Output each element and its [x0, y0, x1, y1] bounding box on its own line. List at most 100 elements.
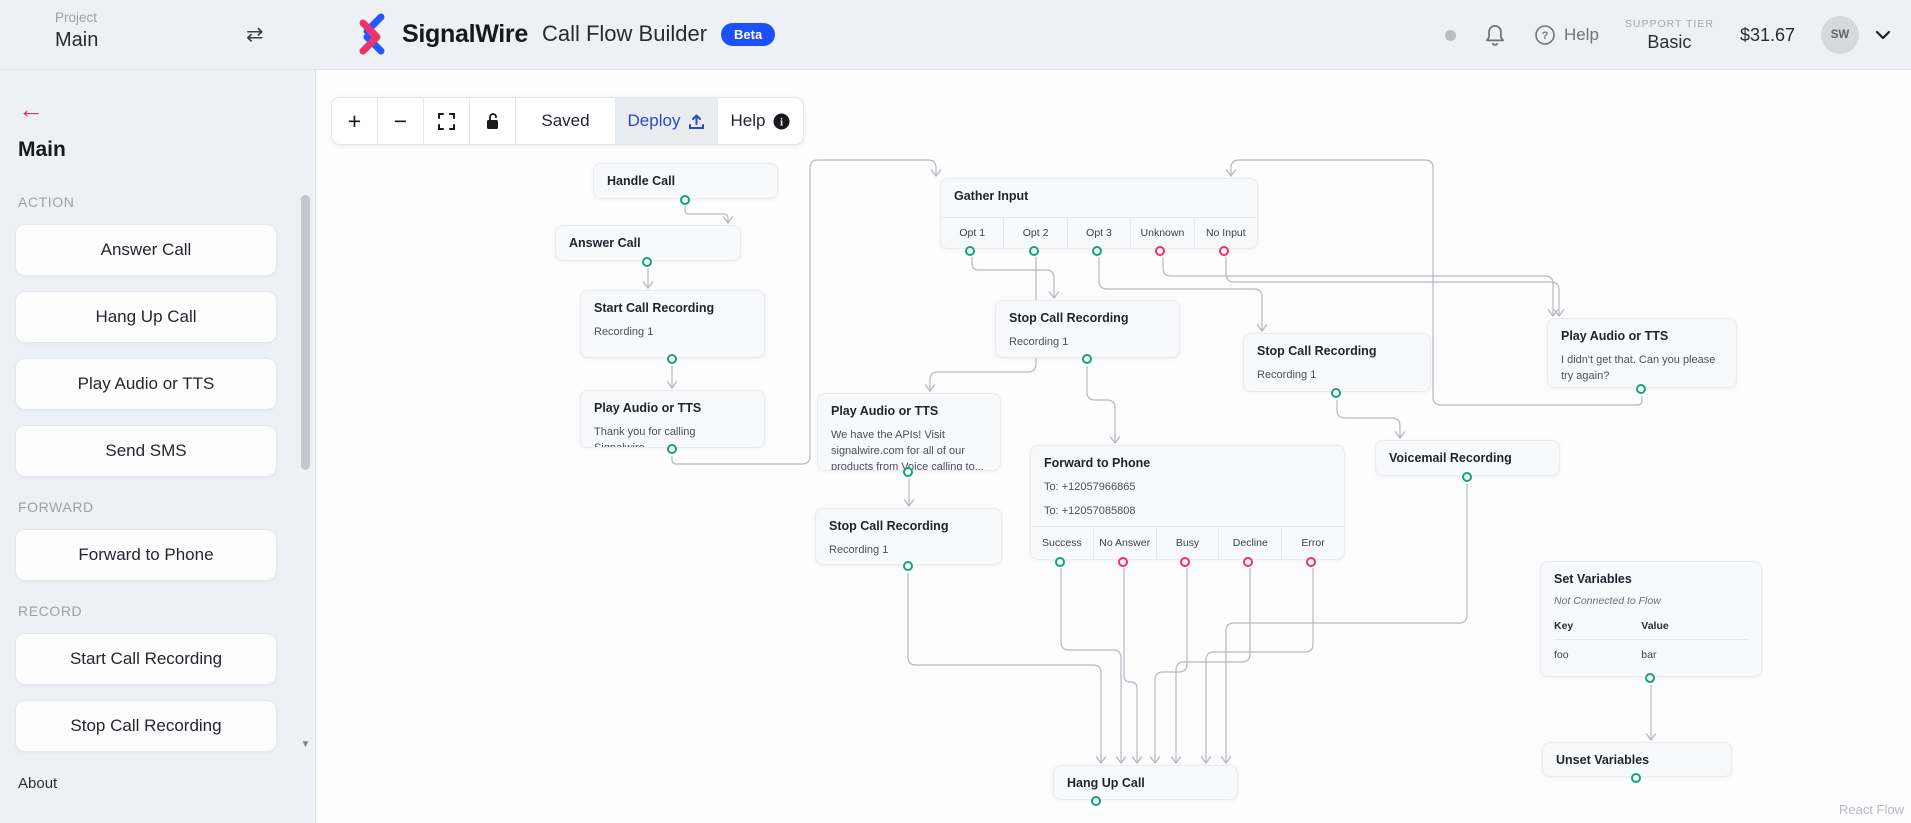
- beta-badge: Beta: [721, 22, 776, 46]
- table-header-key: Key: [1554, 619, 1574, 632]
- signalwire-logo-icon: [352, 12, 390, 56]
- react-flow-attribution[interactable]: React Flow: [1838, 802, 1904, 817]
- node-option-opt-2: Opt 2: [1003, 218, 1066, 256]
- node-text: Recording 1: [829, 543, 889, 556]
- scrollbar-down-arrow-icon[interactable]: ▼: [300, 739, 311, 750]
- project-label: Project: [55, 10, 98, 25]
- sidebar-title: Main: [18, 138, 66, 161]
- app-title: Call Flow Builder: [541, 21, 708, 46]
- node-title: Gather Input: [954, 189, 1029, 203]
- lock-button[interactable]: [470, 98, 516, 144]
- palette-item-stop-call-recording[interactable]: Stop Call Recording: [15, 700, 277, 752]
- unlock-icon: [487, 113, 498, 129]
- account-chevron-down-icon[interactable]: [1875, 30, 1891, 40]
- swap-project-icon[interactable]: ⇄: [246, 23, 264, 46]
- palette-item-hang-up-call[interactable]: Hang Up Call: [15, 291, 277, 343]
- flow-node-tts-thanks[interactable]: Play Audio or TTS Thank you for calling S…: [580, 390, 765, 454]
- upload-icon: [689, 114, 705, 129]
- flow-node-answer-call[interactable]: Answer Call: [555, 225, 741, 267]
- notifications-bell-icon[interactable]: [1482, 21, 1508, 49]
- node-title: Set Variables: [1554, 572, 1632, 586]
- flow-node-unset-vars[interactable]: Unset Variables: [1542, 742, 1732, 783]
- output-handle[interactable]: [1081, 354, 1092, 364]
- deploy-button[interactable]: Deploy: [616, 98, 718, 144]
- flow-node-set-vars[interactable]: Set Variables Not Connected to Flow Key Val…: [1540, 561, 1762, 683]
- option-label: No Input: [1205, 227, 1246, 239]
- palette-item-answer-call[interactable]: Answer Call: [15, 224, 277, 276]
- output-handle[interactable]: [1028, 246, 1039, 256]
- brand-block: SignalWire Call Flow Builder Beta: [352, 12, 776, 56]
- flow-node-tts-retry[interactable]: Play Audio or TTS I didn't get that. Can …: [1547, 318, 1737, 394]
- palette-item-send-sms[interactable]: Send SMS: [15, 425, 277, 477]
- flow-canvas[interactable]: Handle Call Answer Call Start Call Recordi…: [316, 70, 1911, 823]
- output-handle[interactable]: [1636, 384, 1646, 394]
- node-option-busy: Busy: [1155, 527, 1219, 567]
- palette-item-start-call-recording[interactable]: Start Call Recording: [15, 633, 277, 685]
- output-handle[interactable]: [1631, 773, 1641, 783]
- account-balance: $31.67: [1739, 24, 1795, 45]
- help-label: Help: [1563, 25, 1599, 44]
- about-link[interactable]: About: [18, 775, 58, 792]
- output-handle[interactable]: [1331, 388, 1341, 398]
- flow-node-stop-b[interactable]: Stop Call Recording Recording 1: [1243, 333, 1431, 398]
- node-title: Start Call Recording: [594, 301, 715, 315]
- flow-node-gather[interactable]: Gather Input Opt 1 Opt 2 Opt 3 Unknown No Inp…: [940, 178, 1258, 256]
- sidebar-scrollbar-track[interactable]: [301, 188, 310, 758]
- help-menu[interactable]: ? Help: [1534, 24, 1599, 46]
- sidebar-scrollbar-thumb[interactable]: [301, 195, 310, 470]
- node-option-no-input: No Input: [1193, 218, 1257, 256]
- output-handle[interactable]: [1645, 673, 1655, 683]
- palette-item-forward-to-phone[interactable]: Forward to Phone: [15, 529, 277, 581]
- node-title: Stop Call Recording: [1009, 311, 1129, 325]
- flow-node-stop-a[interactable]: Stop Call Recording Recording 1: [995, 300, 1180, 364]
- output-handle[interactable]: [1243, 557, 1254, 567]
- support-tier-label: SUPPORT TIER: [1624, 17, 1714, 30]
- fullscreen-icon: [438, 112, 455, 130]
- output-handle[interactable]: [1054, 557, 1065, 567]
- output-handle[interactable]: [666, 444, 677, 454]
- zoom-out-button[interactable]: −: [378, 98, 424, 144]
- flow-node-stop-c[interactable]: Stop Call Recording Recording 1: [815, 508, 1002, 571]
- flow-node-hang-up[interactable]: Hang Up Call: [1053, 765, 1238, 806]
- output-handle[interactable]: [903, 467, 913, 477]
- flow-node-voicemail[interactable]: Voicemail Recording: [1375, 440, 1560, 482]
- option-label: Error: [1301, 537, 1325, 549]
- output-handle[interactable]: [965, 246, 976, 256]
- output-handle[interactable]: [1155, 246, 1166, 256]
- output-handle[interactable]: [1461, 472, 1472, 482]
- output-handle[interactable]: [1092, 246, 1103, 256]
- flow-node-start-rec[interactable]: Start Call Recording Recording 1: [580, 290, 765, 364]
- output-handle[interactable]: [1180, 557, 1191, 567]
- fit-view-button[interactable]: [424, 98, 470, 144]
- node-text: We have the APIs! Visit signalwire.com f…: [831, 428, 984, 470]
- svg-text:i: i: [780, 116, 783, 128]
- back-arrow-icon[interactable]: ←: [18, 94, 44, 124]
- output-handle[interactable]: [666, 354, 677, 364]
- flow-node-handle-call[interactable]: Handle Call: [593, 163, 778, 205]
- node-text: Recording 1: [1257, 368, 1317, 381]
- flow-node-forward[interactable]: Forward to Phone To: +12057966865 To: +120…: [1030, 445, 1345, 567]
- node-title: Play Audio or TTS: [594, 401, 702, 415]
- option-label: Unknown: [1140, 227, 1185, 239]
- output-handle[interactable]: [642, 257, 652, 267]
- save-status: Saved: [516, 98, 616, 144]
- node-option-no-answer: No Answer: [1092, 527, 1156, 567]
- palette-item-play-audio-or-tts[interactable]: Play Audio or TTS: [15, 358, 277, 410]
- output-handle[interactable]: [679, 195, 690, 205]
- output-handle[interactable]: [1218, 246, 1229, 256]
- user-avatar[interactable]: SW: [1821, 16, 1859, 54]
- output-handle[interactable]: [1091, 796, 1101, 806]
- zoom-in-button[interactable]: +: [332, 98, 378, 144]
- table-header-value: Value: [1641, 619, 1669, 632]
- support-tier: SUPPORT TIER Basic: [1625, 18, 1714, 53]
- brand-name: SignalWire: [402, 19, 528, 48]
- node-title: Play Audio or TTS: [1561, 329, 1669, 343]
- flow-node-tts-apis[interactable]: Play Audio or TTS We have the APIs! Visit…: [817, 393, 1001, 477]
- output-handle[interactable]: [1306, 557, 1317, 567]
- node-option-unknown: Unknown: [1130, 218, 1193, 256]
- output-handle[interactable]: [1117, 557, 1128, 567]
- node-title: Answer Call: [569, 236, 641, 250]
- toolbar-help-button[interactable]: Help i: [718, 98, 803, 144]
- output-handle[interactable]: [902, 561, 913, 571]
- flow-toolbar: + − Saved Deploy Help i: [331, 97, 804, 145]
